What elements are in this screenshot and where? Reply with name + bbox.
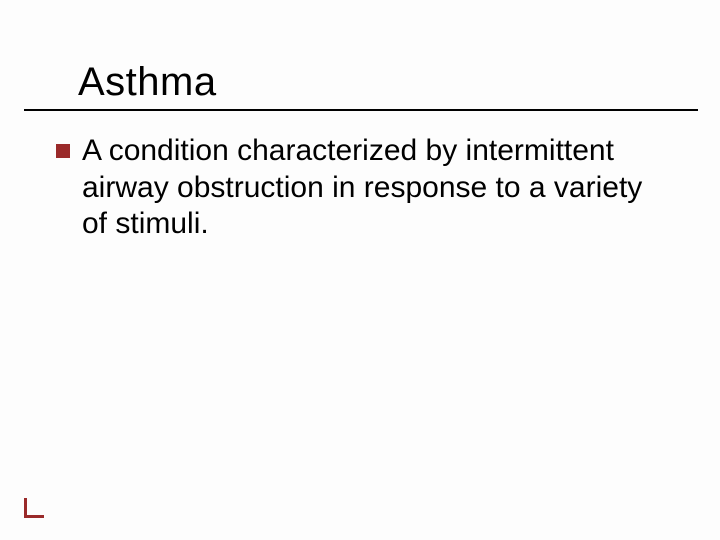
corner-accent-icon	[24, 498, 44, 518]
square-bullet-icon	[56, 144, 70, 158]
bullet-item: A condition characterized by intermitten…	[56, 133, 672, 243]
body-area: A condition characterized by intermitten…	[0, 105, 720, 243]
title-block: Asthma	[0, 60, 720, 105]
bullet-text: A condition characterized by intermitten…	[82, 133, 672, 243]
title-underline	[24, 109, 698, 112]
slide-title: Asthma	[78, 60, 680, 105]
slide: Asthma A condition characterized by inte…	[0, 0, 720, 540]
